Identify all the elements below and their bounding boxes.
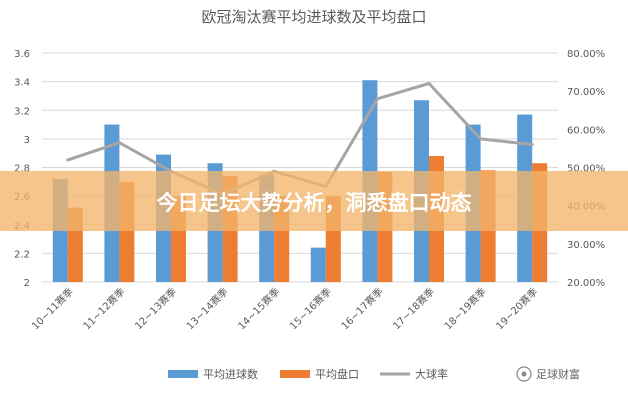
category-label: 16~17赛季 [338, 285, 385, 332]
left-tick-label: 3.2 [14, 106, 30, 117]
left-tick-label: 2 [24, 278, 30, 289]
watermark: 足球财富 [516, 366, 580, 382]
legend-label-overrate: 大球率 [415, 367, 448, 381]
line-point [479, 137, 483, 141]
line-point [427, 82, 431, 86]
watermark-icon-dot [521, 371, 527, 377]
left-tick-label: 2.2 [14, 249, 30, 260]
right-tick-label: 60.00% [567, 125, 605, 136]
bar-goals [310, 247, 326, 282]
category-label: 19~20赛季 [493, 285, 540, 332]
category-label: 12~13赛季 [132, 285, 179, 332]
chart-title: 欧冠淘汰赛平均进球数及平均盘口 [201, 8, 426, 26]
watermark-icon [516, 366, 532, 382]
category-label: 13~14赛季 [183, 285, 230, 332]
left-tick-label: 2.8 [14, 164, 30, 175]
category-label: 11~12赛季 [80, 285, 127, 332]
line-point [375, 97, 379, 101]
line-point [66, 158, 70, 162]
left-tick-label: 3.4 [14, 78, 30, 89]
legend-label-goals: 平均进球数 [203, 367, 258, 381]
category-label: 17~18赛季 [390, 285, 437, 332]
legend-label-handicap: 平均盘口 [315, 367, 359, 381]
line-point [530, 143, 534, 147]
legend-swatch-handicap [280, 370, 310, 378]
right-tick-label: 80.00% [567, 49, 605, 60]
left-tick-label: 3 [24, 135, 30, 146]
right-tick-label: 70.00% [567, 87, 605, 98]
banner-band [0, 171, 628, 231]
category-label: 14~15赛季 [235, 285, 282, 332]
watermark-text: 足球财富 [536, 367, 580, 381]
category-label: 10~11赛季 [29, 285, 76, 332]
category-labels: 10~11赛季 11~12赛季 12~13赛季 13~14赛季 14~15赛季 15~16… [29, 285, 541, 332]
legend-swatch-goals [168, 370, 198, 378]
legend: 平均进球数 平均盘口 大球率 [168, 367, 448, 381]
category-label: 15~16赛季 [287, 285, 334, 332]
right-axis-ticks: 20.00%30.00%40.00%50.00%60.00%70.00%80.0… [567, 49, 605, 289]
category-label: 18~19赛季 [441, 285, 488, 332]
right-tick-label: 50.00% [567, 164, 605, 175]
right-tick-label: 30.00% [567, 240, 605, 251]
banner-text: 今日足坛大势分析，洞悉盘口动态 [157, 191, 472, 215]
line-point [117, 141, 121, 145]
right-tick-label: 20.00% [567, 278, 605, 289]
left-axis-ticks: 22.22.42.62.833.23.43.6 [14, 49, 30, 289]
left-tick-label: 3.6 [14, 49, 30, 60]
